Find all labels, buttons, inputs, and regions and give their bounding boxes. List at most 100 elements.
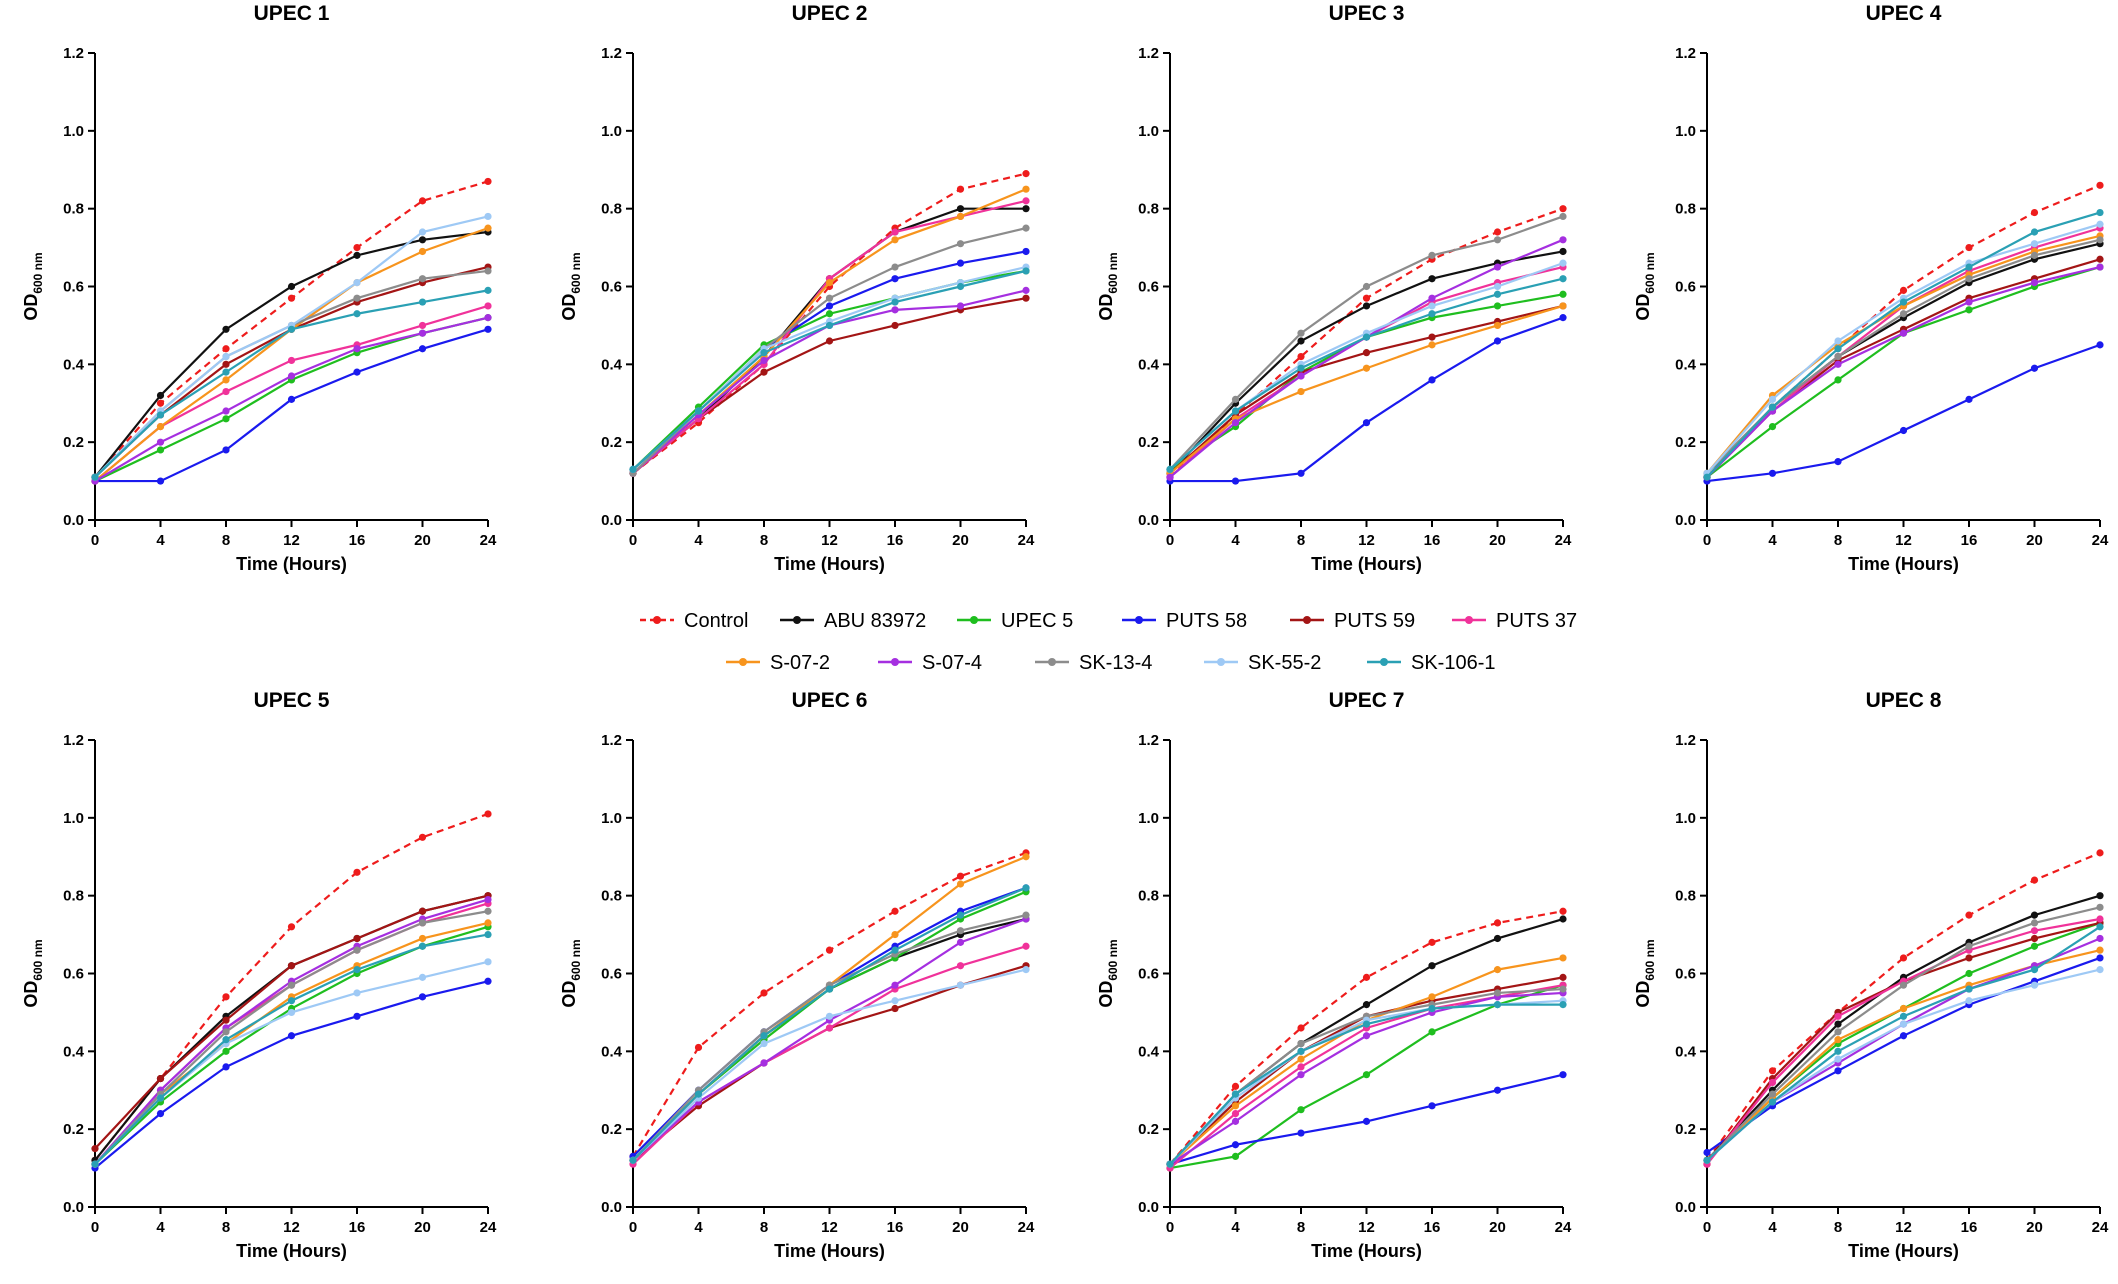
series-line bbox=[1706, 227, 2101, 478]
data-point bbox=[156, 1110, 165, 1118]
data-point bbox=[287, 356, 296, 365]
legend-item: PUTS 59 bbox=[1290, 610, 1415, 632]
data-point bbox=[418, 228, 427, 236]
data-point bbox=[353, 966, 361, 974]
data-point bbox=[2096, 923, 2104, 931]
panel-title: UPEC 6 bbox=[792, 689, 868, 712]
legend-item: PUTS 58 bbox=[1122, 610, 1247, 632]
data-point bbox=[222, 446, 230, 454]
data-point bbox=[1703, 473, 1711, 481]
legend-label: SK-13-4 bbox=[1079, 652, 1152, 674]
data-point bbox=[1493, 1001, 1502, 1009]
y-tick-label: 0.6 bbox=[63, 279, 84, 296]
y-tick-label: 1.0 bbox=[1675, 810, 1696, 827]
data-point bbox=[1965, 275, 1973, 283]
legend-swatch-marker bbox=[1048, 658, 1056, 666]
data-point bbox=[484, 810, 492, 818]
x-tick-label: 12 bbox=[283, 532, 300, 549]
x-tick-label: 12 bbox=[1895, 1219, 1912, 1236]
data-point bbox=[760, 1032, 768, 1040]
x-tick-label: 20 bbox=[952, 532, 969, 549]
legend-item: S-07-2 bbox=[726, 652, 830, 674]
data-point bbox=[1022, 205, 1030, 213]
y-axis-label-sub: 600 nm bbox=[31, 252, 45, 293]
data-point bbox=[1493, 302, 1502, 310]
x-tick-label: 24 bbox=[2092, 532, 2109, 549]
x-tick-label: 4 bbox=[1768, 1219, 1777, 1236]
y-tick-label: 0.2 bbox=[1675, 434, 1696, 451]
data-point bbox=[418, 275, 427, 283]
y-tick-label: 1.2 bbox=[601, 45, 622, 62]
data-point bbox=[353, 243, 361, 252]
data-point bbox=[1428, 294, 1436, 302]
legend-label: PUTS 59 bbox=[1334, 610, 1415, 632]
data-point bbox=[418, 833, 427, 841]
legend-item: SK-13-4 bbox=[1035, 652, 1152, 674]
data-point bbox=[353, 345, 361, 353]
data-point bbox=[825, 985, 834, 993]
series-line bbox=[94, 894, 489, 1161]
data-point bbox=[484, 212, 492, 221]
x-tick-label: 12 bbox=[821, 532, 838, 549]
y-tick-label: 0.2 bbox=[63, 1121, 84, 1138]
data-point bbox=[156, 1094, 165, 1102]
data-point bbox=[222, 368, 230, 376]
series-line bbox=[632, 188, 1027, 475]
data-point bbox=[2030, 208, 2039, 217]
data-point bbox=[418, 236, 427, 244]
data-point bbox=[694, 1090, 703, 1098]
y-tick-label: 1.2 bbox=[1138, 45, 1159, 62]
data-point bbox=[1768, 395, 1777, 403]
data-point bbox=[1899, 1012, 1908, 1020]
x-tick-label: 4 bbox=[694, 532, 703, 549]
y-tick-label: 1.2 bbox=[63, 732, 84, 749]
series-line bbox=[94, 960, 489, 1165]
series-sk-106-1 bbox=[91, 930, 492, 1168]
x-tick-label: 4 bbox=[1768, 532, 1777, 549]
y-tick-label: 0.4 bbox=[601, 1043, 623, 1060]
data-point bbox=[760, 1039, 768, 1048]
y-axis-label: OD600 nm bbox=[1633, 252, 1657, 320]
y-tick-label: 0.6 bbox=[601, 966, 622, 983]
data-point bbox=[1428, 302, 1436, 310]
data-point bbox=[891, 930, 899, 939]
data-point bbox=[956, 185, 965, 193]
data-point bbox=[287, 1008, 296, 1017]
x-axis-label: Time (Hours) bbox=[1311, 1241, 1422, 1261]
data-point bbox=[891, 298, 899, 306]
data-point bbox=[1899, 981, 1908, 989]
y-tick-label: 1.2 bbox=[601, 732, 622, 749]
data-point bbox=[825, 946, 834, 954]
series-sk-55-2 bbox=[1703, 220, 2104, 477]
data-point bbox=[1768, 469, 1777, 477]
chart-panels: UPEC 1 0.0 0.2 0.4 0.6 0.8 1.0 1.2 0 4 8 12 16 20 24 Ti… bbox=[21, 2, 2109, 1261]
data-point bbox=[2030, 240, 2039, 248]
y-tick-label: 1.2 bbox=[63, 45, 84, 62]
y-axis-label-sub: 600 nm bbox=[1643, 939, 1657, 980]
data-point bbox=[825, 310, 834, 318]
data-point bbox=[222, 407, 230, 415]
x-tick-label: 20 bbox=[1489, 532, 1506, 549]
data-point bbox=[1297, 364, 1305, 372]
chart-panel-5: UPEC 5 0.0 0.2 0.4 0.6 0.8 1.0 1.2 0 4 8 12 16 20 24 Ti… bbox=[21, 689, 497, 1261]
series-s-07-2 bbox=[629, 853, 1030, 1164]
panel-title: UPEC 5 bbox=[254, 689, 330, 712]
data-point bbox=[1834, 345, 1842, 353]
data-point bbox=[1559, 212, 1567, 221]
data-point bbox=[1965, 985, 1973, 993]
legend-label: Control bbox=[684, 610, 748, 632]
x-tick-label: 20 bbox=[2026, 532, 2043, 549]
x-tick-label: 20 bbox=[414, 1219, 431, 1236]
panel-title: UPEC 8 bbox=[1866, 689, 1942, 712]
data-point bbox=[222, 376, 230, 384]
data-point bbox=[2096, 915, 2104, 923]
data-point bbox=[1022, 911, 1030, 919]
data-point bbox=[825, 302, 834, 310]
x-tick-label: 20 bbox=[414, 532, 431, 549]
data-point bbox=[1428, 962, 1436, 970]
series-s-07-2 bbox=[1166, 302, 1567, 477]
data-point bbox=[287, 923, 296, 931]
series-puts-58 bbox=[91, 325, 492, 485]
data-point bbox=[2096, 208, 2104, 217]
data-point bbox=[1834, 458, 1842, 466]
